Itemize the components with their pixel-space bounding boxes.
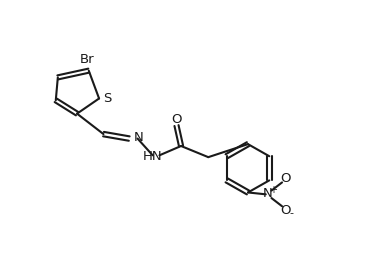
- Text: O: O: [171, 113, 182, 126]
- Text: O: O: [280, 204, 291, 217]
- Text: Br: Br: [80, 53, 94, 66]
- Text: HN: HN: [143, 150, 162, 163]
- Text: S: S: [104, 92, 112, 105]
- Text: +: +: [269, 185, 277, 195]
- Text: -: -: [290, 208, 294, 218]
- Text: N: N: [134, 131, 144, 144]
- Text: O: O: [280, 172, 291, 185]
- Text: N: N: [263, 187, 272, 200]
